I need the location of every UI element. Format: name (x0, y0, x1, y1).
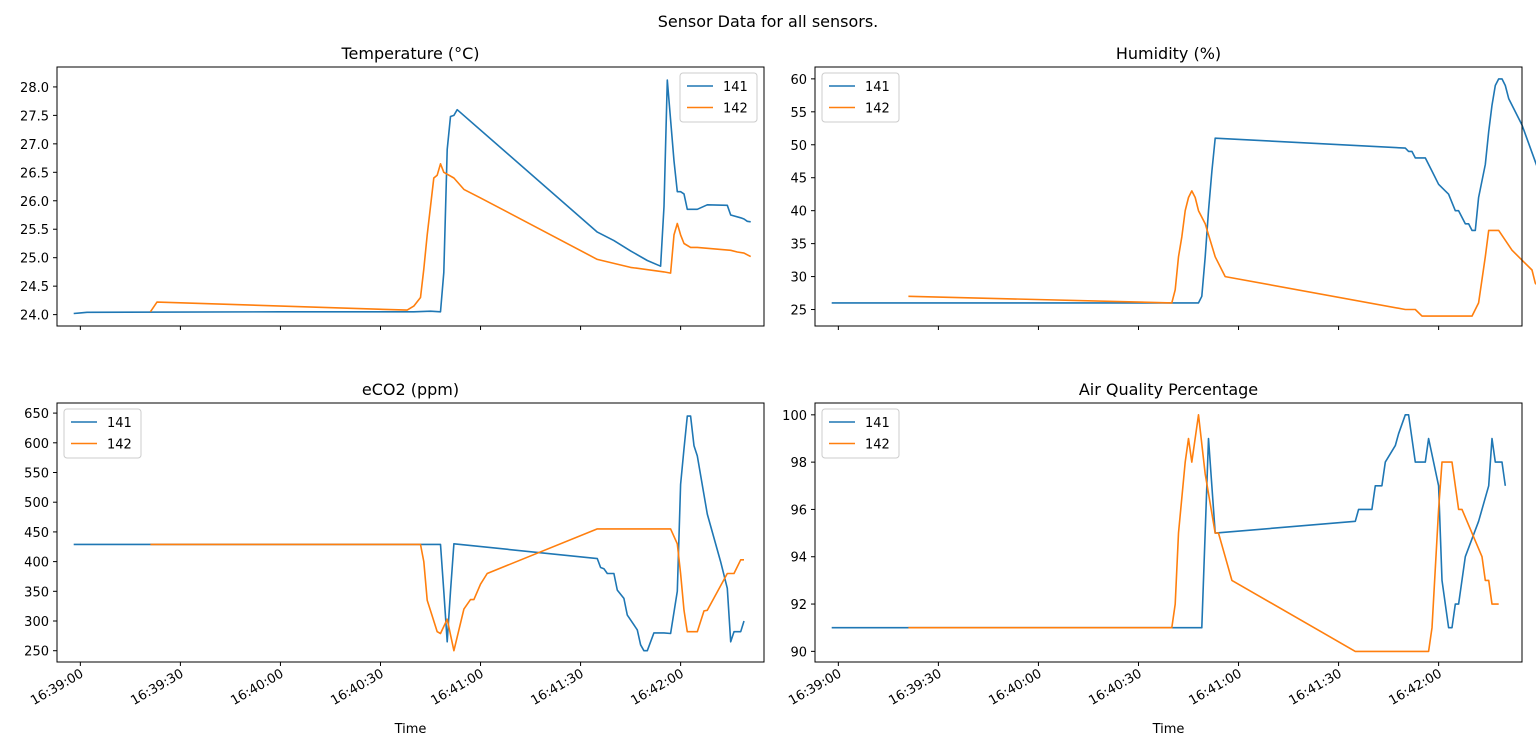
y-tick-label: 55 (790, 106, 807, 121)
y-tick-label: 35 (790, 238, 807, 253)
y-tick-label: 100 (782, 409, 807, 424)
y-tick-label: 450 (24, 526, 49, 541)
series-line-142 (150, 528, 744, 652)
axes-frame (814, 402, 1523, 663)
y-tick-label: 26.0 (20, 195, 49, 210)
y-tick-label: 60 (790, 73, 807, 88)
axes-frame (56, 66, 765, 327)
subplot-title: Temperature (°C) (340, 44, 479, 63)
y-tick-label: 500 (24, 496, 49, 511)
legend-label-142: 142 (107, 438, 132, 453)
x-axis-label: Time (1152, 722, 1185, 737)
y-tick-label: 400 (24, 556, 49, 571)
y-tick-label: 27.5 (20, 109, 49, 124)
series-line-141 (831, 413, 1507, 629)
x-tick-label: 16:42:00 (629, 666, 687, 708)
legend-label-142: 142 (723, 102, 748, 117)
y-tick-label: 40 (790, 205, 807, 220)
x-axis-label: Time (394, 722, 427, 737)
legend-label-141: 141 (723, 80, 748, 95)
x-tick-label: 16:39:30 (128, 666, 186, 708)
y-tick-label: 28.0 (20, 81, 49, 96)
subplot-title: eCO2 (ppm) (362, 380, 459, 399)
legend-label-141: 141 (107, 416, 132, 431)
y-tick-label: 600 (24, 437, 49, 452)
legend-label-142: 142 (865, 102, 890, 117)
x-tick-label: 16:42:00 (1387, 666, 1445, 708)
x-tick-label: 16:41:00 (428, 666, 486, 708)
x-tick-label: 16:41:00 (1186, 666, 1244, 708)
x-tick-label: 16:39:00 (28, 666, 86, 708)
y-tick-label: 45 (790, 172, 807, 187)
y-tick-label: 50 (790, 139, 807, 154)
x-tick-label: 16:39:30 (886, 666, 944, 708)
y-tick-label: 25 (790, 304, 807, 319)
y-tick-label: 26.5 (20, 166, 49, 181)
y-tick-label: 96 (790, 503, 807, 518)
figure-title: Sensor Data for all sensors. (657, 12, 879, 31)
series-line-142 (908, 413, 1499, 653)
y-tick-label: 30 (790, 271, 807, 286)
series-line-141 (831, 78, 1536, 304)
x-tick-label: 16:41:30 (529, 666, 587, 708)
x-tick-label: 16:40:00 (228, 666, 286, 708)
axes-frame (814, 66, 1523, 327)
y-tick-label: 24.0 (20, 309, 49, 324)
axes-frame (56, 402, 765, 663)
legend-label-141: 141 (865, 416, 890, 431)
x-tick-label: 16:40:30 (328, 666, 386, 708)
subplot-eco2: eCO2 (ppm) 250 300 350 400 450 500 550 600 650 16:… (24, 380, 765, 737)
series-line-142 (908, 190, 1536, 317)
y-tick-label: 300 (24, 615, 49, 630)
series-line-141 (73, 415, 745, 652)
y-tick-label: 98 (790, 456, 807, 471)
y-tick-label: 650 (24, 407, 49, 422)
legend-label-141: 141 (865, 80, 890, 95)
y-tick-label: 550 (24, 467, 49, 482)
subplot-air-quality: Air Quality Percentage 90 92 94 96 98 100 16:39… (782, 380, 1523, 737)
series-line-142 (149, 163, 752, 313)
y-tick-label: 94 (790, 551, 807, 566)
y-tick-label: 350 (24, 585, 49, 600)
y-tick-label: 92 (790, 598, 807, 613)
y-tick-label: 25.5 (20, 223, 49, 238)
y-tick-label: 25.0 (20, 252, 49, 267)
subplot-title: Air Quality Percentage (1079, 380, 1258, 399)
subplot-temperature: Temperature (°C) 24.0 24.5 25.0 25.5 26.0 26.5… (20, 44, 765, 330)
y-tick-label: 27.0 (20, 138, 49, 153)
y-tick-label: 250 (24, 645, 49, 660)
y-tick-label: 90 (790, 645, 807, 660)
x-tick-label: 16:41:30 (1287, 666, 1345, 708)
x-tick-label: 16:40:30 (1086, 666, 1144, 708)
subplot-title: Humidity (%) (1116, 44, 1221, 63)
series-line-141 (73, 79, 751, 315)
x-tick-label: 16:40:00 (986, 666, 1044, 708)
legend-label-142: 142 (865, 438, 890, 453)
x-tick-label: 16:39:00 (786, 666, 844, 708)
y-tick-label: 24.5 (20, 280, 49, 295)
